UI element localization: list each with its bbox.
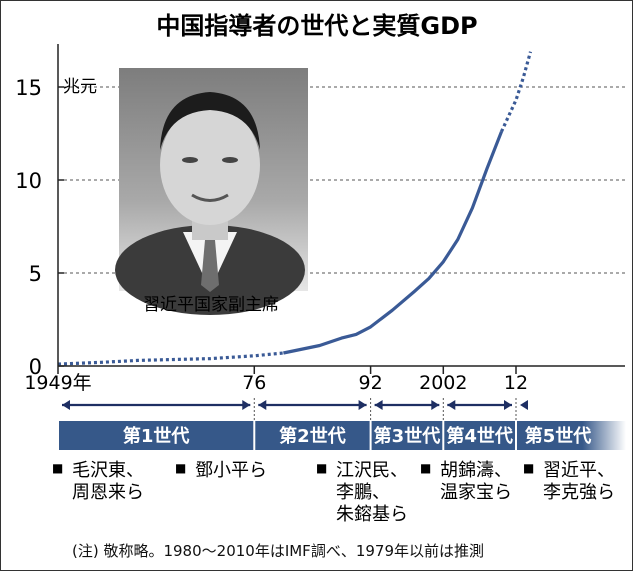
x-tick-label: 76: [242, 372, 266, 394]
unit-label: 兆元: [63, 77, 97, 97]
arrow-head-left: [374, 400, 383, 410]
leader-bullet: ■: [523, 461, 534, 475]
generation-label: 第5世代: [525, 425, 592, 447]
generation-label: 第3世代: [374, 425, 441, 447]
gdp-series: [57, 51, 533, 366]
leader-bullet: ■: [52, 461, 63, 475]
x-tick-label: 1949年: [24, 372, 91, 394]
generation-band-segment: [255, 421, 370, 450]
x-tick-label: 12: [504, 372, 528, 394]
leader-bullet: ■: [420, 461, 431, 475]
gdp-line-imf: [283, 131, 503, 355]
generation-band: 第1世代 ■ 毛沢東、周恩来ら 第2世代 ■ 鄧小平ら 第3世代 ■ 江沢民、李鵬、朱鎔基ら 第4…: [52, 398, 626, 525]
generation-label: 第4世代: [446, 425, 513, 447]
leader-name: 江沢民、: [336, 460, 408, 481]
x-axis-ticks: 1949年 76 92 2002 12: [24, 366, 528, 394]
leader-name: 毛沢東、: [72, 460, 144, 481]
generation-label: 第1世代: [123, 425, 190, 447]
arrow-head-left: [447, 400, 456, 410]
arrow-head-right: [431, 400, 440, 410]
generation-band-segment: [371, 421, 443, 450]
axes: [57, 44, 625, 367]
x-tick-label: 2002: [419, 372, 467, 394]
leader-name: 習近平、: [543, 460, 615, 481]
footnote: (注) 敬称略。1980～2010年はIMF調べ、1979年以前は推測: [72, 542, 484, 560]
leader-name: 胡錦濤、: [440, 460, 512, 481]
y-tick-label: 15: [15, 76, 42, 100]
generation-band-segment: [59, 421, 254, 450]
arrow-head-left: [258, 400, 267, 410]
leader-name: 朱鎔基ら: [336, 504, 408, 525]
leader-name: 李鵬、: [336, 482, 390, 503]
gdp-line-estimated: [57, 351, 284, 366]
y-tick-label: 10: [15, 169, 42, 193]
y-axis-ticks: 0 5 10 15: [15, 76, 64, 379]
leader-bullet: ■: [175, 461, 186, 475]
leader-name: 温家宝ら: [440, 482, 512, 503]
leader-bullet: ■: [316, 461, 327, 475]
gdp-line-projected: [500, 51, 533, 133]
chart-title: 中国指導者の世代と実質GDP: [156, 12, 477, 40]
y-tick-label: 5: [29, 262, 42, 286]
portrait-photo: [115, 68, 308, 315]
generation-label: 第2世代: [279, 425, 346, 447]
arrow-head-right: [242, 400, 251, 410]
leader-name: 鄧小平ら: [195, 460, 267, 481]
generation-band-segment: [517, 421, 626, 450]
arrow-head-right: [504, 400, 512, 410]
x-tick-label: 92: [359, 372, 383, 394]
photo-caption: 習近平国家副主席: [143, 295, 279, 315]
arrow-head-right: [358, 400, 367, 410]
arrow-head-left: [520, 400, 528, 410]
leader-name: 李克強ら: [543, 482, 615, 503]
generation-band-segment: [444, 421, 515, 450]
arrow-head-left: [62, 400, 70, 410]
leader-name: 周恩来ら: [72, 482, 144, 503]
grid-lines: [58, 86, 625, 274]
y-tick-label: 0: [29, 355, 42, 379]
